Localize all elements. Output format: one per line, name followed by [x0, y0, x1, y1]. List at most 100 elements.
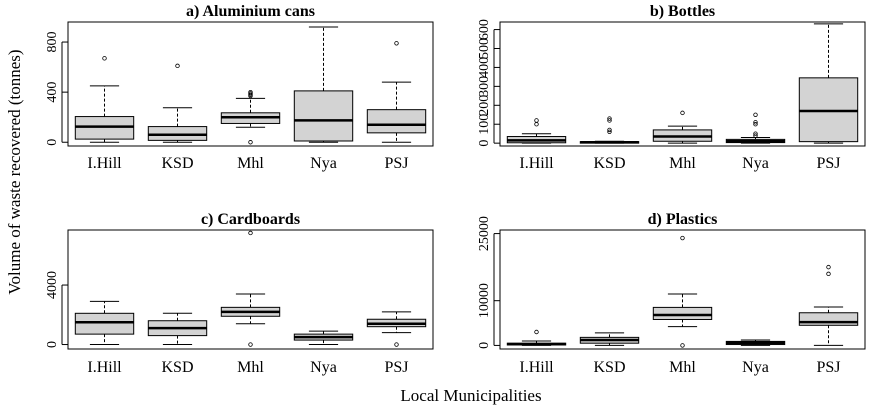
category-label: Nya	[742, 155, 769, 172]
outlier-point	[394, 342, 399, 347]
plot-frame	[67, 229, 434, 350]
box-KSD	[579, 332, 640, 346]
panel-plastics: d) Plastics 0 10000 25000 I.Hill KSD Mhl Nya PSJ	[477, 211, 866, 376]
category-label: Mhl	[669, 155, 696, 172]
category-label: PSJ	[384, 359, 408, 376]
iqr-box	[74, 312, 135, 335]
box-Mhl	[220, 89, 281, 145]
outlier-point	[248, 140, 253, 145]
outlier-point	[753, 120, 758, 125]
box-PSJ	[366, 41, 427, 143]
figure-x-axis-label: Local Municipalities	[400, 386, 541, 405]
category-label: Nya	[742, 359, 769, 376]
box-Mhl	[652, 235, 713, 348]
iqr-box	[293, 90, 354, 142]
box-I.Hill	[74, 56, 135, 143]
panel-cardboards: c) Cardboards 0 4000 I.Hill KSD Mhl Nya PSJ	[45, 211, 434, 376]
outlier-point	[248, 342, 253, 347]
outlier-point	[607, 116, 612, 121]
y-tick-label: 10000	[477, 283, 492, 318]
outlier-point	[248, 230, 253, 236]
outlier-point	[826, 271, 831, 277]
box-Nya	[293, 330, 354, 346]
category-label: I.Hill	[519, 155, 554, 172]
outlier-point	[534, 118, 539, 123]
category-label: KSD	[161, 359, 193, 376]
box-KSD	[579, 116, 640, 144]
outlier-point	[680, 343, 685, 348]
y-tick-label: 25000	[477, 216, 492, 251]
box-PSJ	[798, 264, 859, 346]
outlier-point	[753, 122, 758, 127]
outlier-point	[248, 89, 253, 95]
category-label: PSJ	[384, 155, 408, 172]
panel-title: c) Cardboards	[201, 211, 300, 228]
box-Mhl	[220, 230, 281, 347]
y-tick-label: 4000	[45, 271, 60, 299]
box-Nya	[293, 26, 354, 143]
y-tick-label: 0	[477, 342, 492, 349]
box-Nya	[725, 112, 786, 144]
outlier-point	[607, 129, 612, 135]
outlier-point	[534, 122, 539, 127]
category-label: Mhl	[669, 359, 696, 376]
iqr-box	[652, 306, 713, 320]
outlier-point	[607, 118, 612, 123]
iqr-box	[366, 109, 427, 134]
plot-frame	[499, 21, 866, 147]
y-tick-label: 300	[477, 76, 492, 97]
category-label: Nya	[310, 155, 337, 172]
outlier-point	[753, 112, 758, 117]
box-Nya	[725, 339, 786, 346]
panel-aluminium-cans: a) Aluminium cans 0 400 800 I.Hill KSD Mhl Nya P…	[45, 3, 434, 172]
category-label: Nya	[310, 359, 337, 376]
box-KSD	[147, 63, 208, 143]
category-label: PSJ	[816, 359, 840, 376]
outlier-point	[680, 235, 685, 241]
category-label: KSD	[161, 155, 193, 172]
category-label: I.Hill	[87, 359, 122, 376]
box-I.Hill	[506, 329, 567, 346]
box-PSJ	[366, 311, 427, 347]
outlier-point	[826, 264, 831, 270]
box-PSJ	[798, 23, 859, 144]
category-label: KSD	[593, 155, 625, 172]
y-tick-label: 100	[477, 114, 492, 135]
outlier-point	[753, 133, 758, 138]
panel-title: b) Bottles	[650, 3, 715, 20]
y-tick-label: 200	[477, 95, 492, 116]
y-tick-label: 800	[45, 32, 60, 53]
category-label: Mhl	[237, 359, 264, 376]
outlier-point	[102, 56, 107, 61]
category-label: Mhl	[237, 155, 264, 172]
outlier-point	[534, 329, 539, 335]
iqr-box	[147, 126, 208, 141]
category-label: PSJ	[816, 155, 840, 172]
outlier-point	[394, 41, 399, 46]
y-tick-label: 500	[477, 38, 492, 59]
outlier-point	[607, 127, 612, 133]
figure-y-axis-label: Volume of waste recovered (tonnes)	[5, 49, 24, 294]
panel-title: d) Plastics	[648, 211, 718, 228]
panels: a) Aluminium cans 0 400 800 I.Hill KSD Mhl Nya P…	[45, 3, 866, 376]
iqr-box	[74, 116, 135, 140]
y-tick-label: 600	[477, 19, 492, 40]
y-tick-label: 400	[477, 57, 492, 78]
outlier-point	[680, 110, 685, 116]
plot-frame	[499, 229, 866, 350]
category-label: I.Hill	[87, 155, 122, 172]
iqr-box	[798, 312, 859, 326]
y-tick-label: 0	[45, 139, 60, 146]
panel-title: a) Aluminium cans	[186, 3, 315, 20]
outlier-point	[753, 131, 758, 136]
category-label: KSD	[593, 359, 625, 376]
plot-frame	[67, 21, 434, 147]
y-tick-label: 0	[477, 140, 492, 147]
box-I.Hill	[506, 118, 567, 144]
y-tick-label: 0	[45, 341, 60, 348]
box-Mhl	[652, 110, 713, 144]
box-I.Hill	[74, 300, 135, 346]
box-KSD	[147, 312, 208, 346]
